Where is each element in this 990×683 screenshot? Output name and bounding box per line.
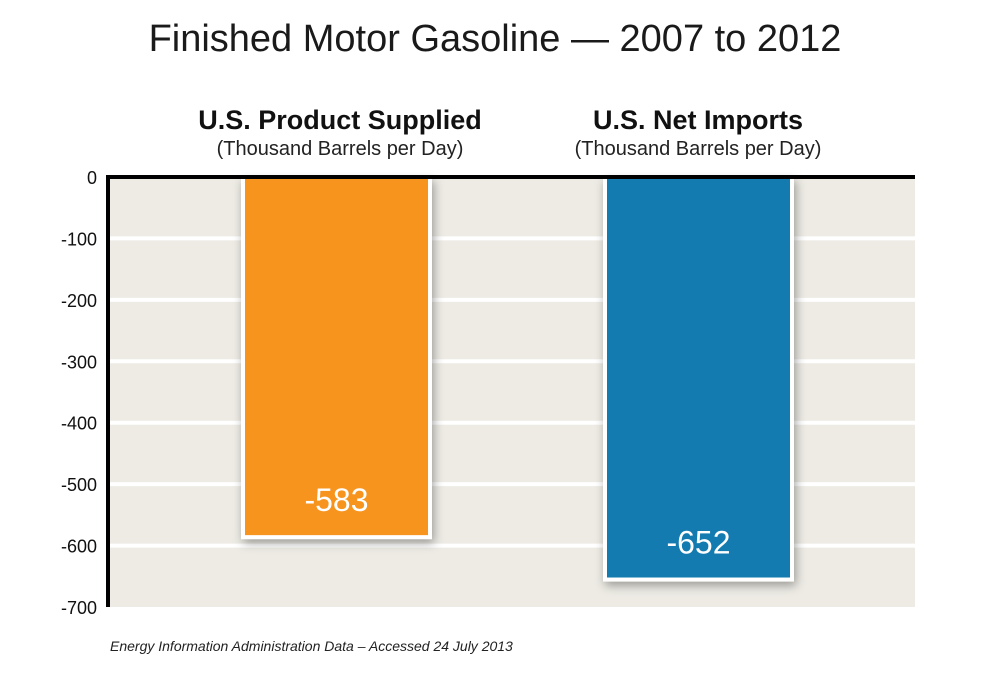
category-label: U.S. Net Imports bbox=[592, 105, 804, 135]
category-unit-label: (Thousand Barrels per Day) bbox=[574, 138, 822, 160]
bar-data-label: -652 bbox=[666, 525, 730, 561]
bar-group: -652 bbox=[603, 177, 794, 582]
y-tick-label: 0 bbox=[87, 168, 97, 188]
category-unit-label: (Thousand Barrels per Day) bbox=[216, 138, 464, 160]
category-header-net-imports: U.S. Net Imports (Thousand Barrels per D… bbox=[518, 104, 878, 162]
bar-group: -583 bbox=[241, 177, 432, 540]
chart-title: Finished Motor Gasoline — 2007 to 2012 bbox=[148, 18, 842, 60]
y-tick-label: -500 bbox=[61, 475, 97, 495]
bar bbox=[607, 177, 790, 578]
y-tick-label: -200 bbox=[61, 291, 97, 311]
category-header-product-supplied: U.S. Product Supplied (Thousand Barrels … bbox=[160, 104, 520, 162]
y-tick-label: -700 bbox=[61, 598, 97, 618]
y-tick-label: -300 bbox=[61, 352, 97, 372]
y-tick-label: -600 bbox=[61, 537, 97, 557]
y-tick-label: -100 bbox=[61, 229, 97, 249]
bar-data-label: -583 bbox=[304, 482, 368, 518]
source-note: Energy Information Administration Data –… bbox=[110, 638, 513, 654]
bar bbox=[245, 177, 428, 536]
y-tick-label: -400 bbox=[61, 414, 97, 434]
category-label: U.S. Product Supplied bbox=[198, 105, 482, 135]
